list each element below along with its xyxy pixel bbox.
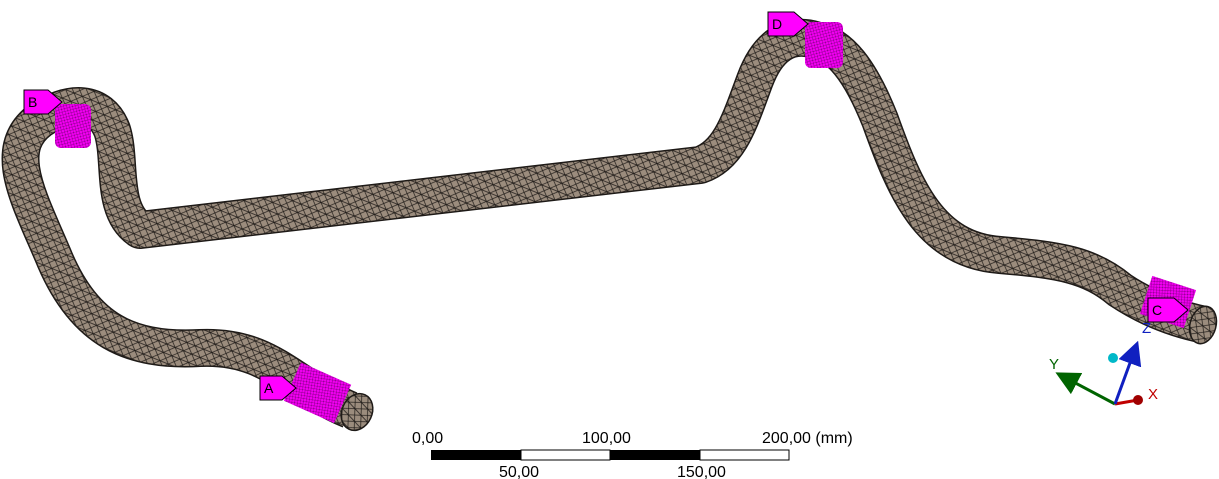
scale-segment-2 — [520, 449, 611, 461]
triad-y-label: Y — [1049, 356, 1059, 373]
triad-y-axis — [1055, 372, 1116, 406]
scale-segment-1 — [431, 450, 521, 460]
end-cap-c — [1188, 305, 1218, 345]
marker-d-flag — [767, 11, 809, 37]
triad-x-end — [1133, 395, 1143, 405]
meshed-tube-body[interactable] — [1, 18, 1219, 436]
marker-a-flag — [259, 375, 297, 401]
scale-label-150: 150,00 — [677, 464, 726, 479]
scale-segment-4 — [699, 449, 790, 461]
triad-x-label: X — [1148, 386, 1158, 403]
marker-a-label: A — [264, 380, 274, 396]
marker-d[interactable]: D — [767, 11, 809, 37]
scale-label-0: 0,00 — [412, 430, 443, 447]
triad-z-label: Z — [1142, 320, 1151, 337]
marker-a[interactable]: A — [259, 375, 297, 401]
marker-b-flag — [23, 89, 63, 115]
scale-label-50: 50,00 — [499, 464, 539, 479]
scale-label-200: 200,00 (mm) — [762, 430, 853, 447]
marker-c-label: C — [1152, 302, 1162, 318]
marker-b[interactable]: B — [23, 89, 63, 115]
marker-b-label: B — [28, 94, 37, 110]
scale-bar: 0,00 100,00 200,00 (mm) 50,00 150,00 — [412, 430, 853, 479]
tube-surface — [3, 20, 1209, 427]
triad-origin — [1108, 353, 1118, 363]
marker-c[interactable]: C — [1147, 297, 1189, 323]
selected-face-a[interactable] — [283, 362, 352, 424]
marker-c-flag — [1147, 297, 1189, 323]
triad-z-axis — [1113, 340, 1142, 405]
selected-face-b[interactable] — [55, 104, 91, 148]
end-cap-a — [340, 392, 374, 432]
marker-d-label: D — [772, 16, 782, 32]
scale-label-100: 100,00 — [582, 430, 631, 447]
scale-segment-3 — [610, 450, 700, 460]
coordinate-triad[interactable]: X Y Z — [1049, 320, 1158, 406]
selected-face-d[interactable] — [805, 22, 843, 68]
